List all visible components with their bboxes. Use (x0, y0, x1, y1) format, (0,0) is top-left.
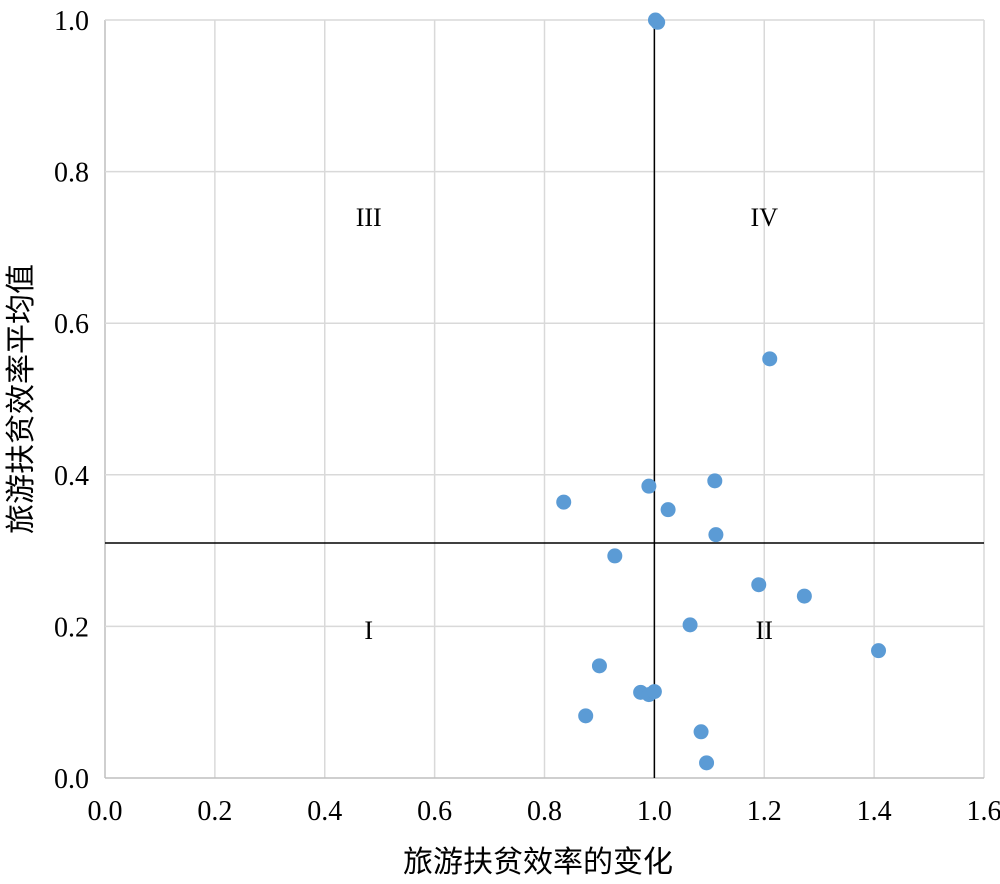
scatter-point (660, 502, 676, 518)
tick-labels: 0.0 0.2 0.4 0.6 0.8 1.0 1.2 1.4 1.6 0.0 0.2 0.4 0.6 0… (54, 6, 1000, 827)
x-tick-label: 1.6 (967, 796, 1000, 827)
scatter-point (699, 755, 715, 771)
scatter-point (708, 527, 724, 543)
scatter-point (641, 478, 657, 494)
scatter-point (646, 684, 662, 700)
scatter-point (607, 548, 623, 564)
y-tick-label: 0.6 (54, 309, 89, 340)
scatter-point (796, 588, 812, 604)
y-tick-label: 1.0 (54, 6, 89, 37)
scatter-point (578, 708, 594, 724)
x-tick-label: 0.8 (527, 796, 562, 827)
quadrant-label: II (756, 616, 773, 645)
x-tick-label: 0.0 (88, 796, 123, 827)
scatter-point (871, 643, 887, 659)
x-tick-label: 1.0 (637, 796, 672, 827)
scatter-point (707, 473, 723, 489)
quadrant-label: I (364, 616, 373, 645)
grid-lines (104, 19, 985, 779)
x-tick-label: 1.2 (747, 796, 782, 827)
y-tick-label: 0.2 (54, 612, 89, 643)
quadrant-labels: III IVI II (356, 203, 778, 645)
scatter-point (591, 658, 607, 674)
scatter-point (751, 577, 767, 593)
x-axis-title: 旅游扶贫效率的变化 (403, 845, 673, 880)
scatter-point (762, 351, 778, 367)
x-tick-label: 0.4 (307, 796, 342, 827)
y-tick-label: 0.4 (54, 461, 89, 492)
scatter-point (693, 724, 709, 740)
x-tick-label: 1.4 (857, 796, 892, 827)
x-tick-label: 0.6 (417, 796, 452, 827)
y-tick-label: 0.0 (54, 764, 89, 795)
y-axis-title: 旅游扶贫效率平均值 (4, 264, 39, 534)
data-points (556, 12, 887, 771)
y-tick-label: 0.8 (54, 158, 89, 189)
x-tick-label: 0.2 (197, 796, 232, 827)
scatter-point (650, 14, 666, 30)
scatter-point (682, 617, 698, 633)
scatter-point (556, 494, 572, 510)
quadrant-label: IV (751, 203, 779, 232)
reference-lines (105, 20, 984, 778)
quadrant-label: III (356, 203, 382, 232)
